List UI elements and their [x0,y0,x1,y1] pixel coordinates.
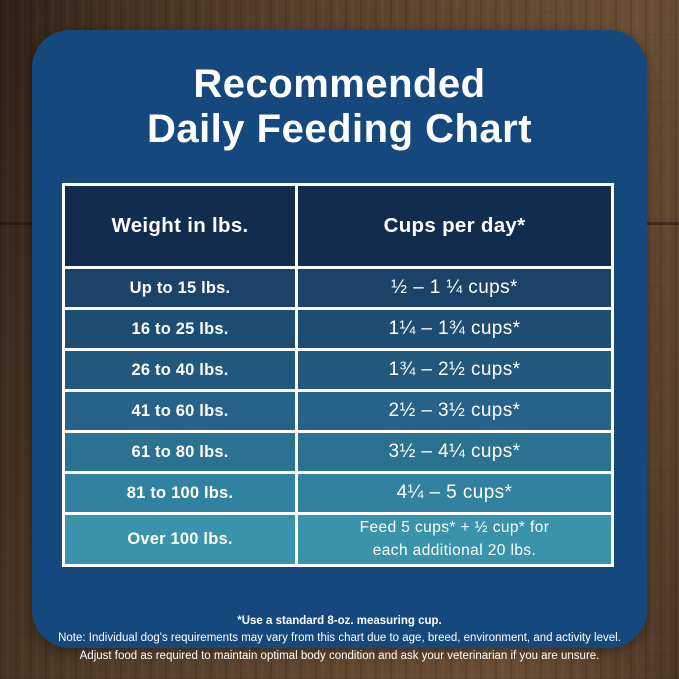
feeding-table: Weight in lbs. Cups per day* Up to 15 lb… [62,183,614,567]
title-line-1: Recommended [193,62,486,106]
table-row-cups: ½ – 1 ¼ cups* [298,269,611,307]
table-row-cups: 3½ – 4¼ cups* [298,433,611,471]
footnotes: *Use a standard 8-oz. measuring cup. Not… [32,613,647,665]
table-row-weight: 61 to 80 lbs. [65,433,295,471]
table-row-weight: 26 to 40 lbs. [65,351,295,389]
column-header-cups: Cups per day* [298,186,611,266]
footnote-note-line-2: Adjust food as required to maintain opti… [79,649,600,662]
cups-line-1: Feed 5 cups* + ½ cup* for [359,519,550,537]
page-title: Recommended Daily Feeding Chart [32,62,647,152]
table-row-cups: Feed 5 cups* + ½ cup* for each additiona… [298,515,611,564]
table-row-cups: 4¼ – 5 cups* [298,474,611,512]
table-row-weight: 81 to 100 lbs. [65,474,295,512]
table-row-cups: 2½ – 3½ cups* [298,392,611,430]
footnote-note-line-1: Note: Individual dog's requirements may … [58,632,621,645]
table-row-weight: 41 to 60 lbs. [65,392,295,430]
feeding-chart-card: Recommended Daily Feeding Chart Weight i… [32,30,647,662]
table-row-cups: 1¾ – 2½ cups* [298,351,611,389]
footnote-measuring-cup: *Use a standard 8-oz. measuring cup. [237,615,442,627]
table-row-weight: Up to 15 lbs. [65,269,295,307]
table-row-weight: 16 to 25 lbs. [65,310,295,348]
table-row-weight: Over 100 lbs. [65,515,295,564]
title-line-2: Daily Feeding Chart [146,107,533,151]
cups-line-2: each additional 20 lbs. [372,541,537,559]
table-row-cups: 1¼ – 1¾ cups* [298,310,611,348]
column-header-weight: Weight in lbs. [65,186,295,266]
